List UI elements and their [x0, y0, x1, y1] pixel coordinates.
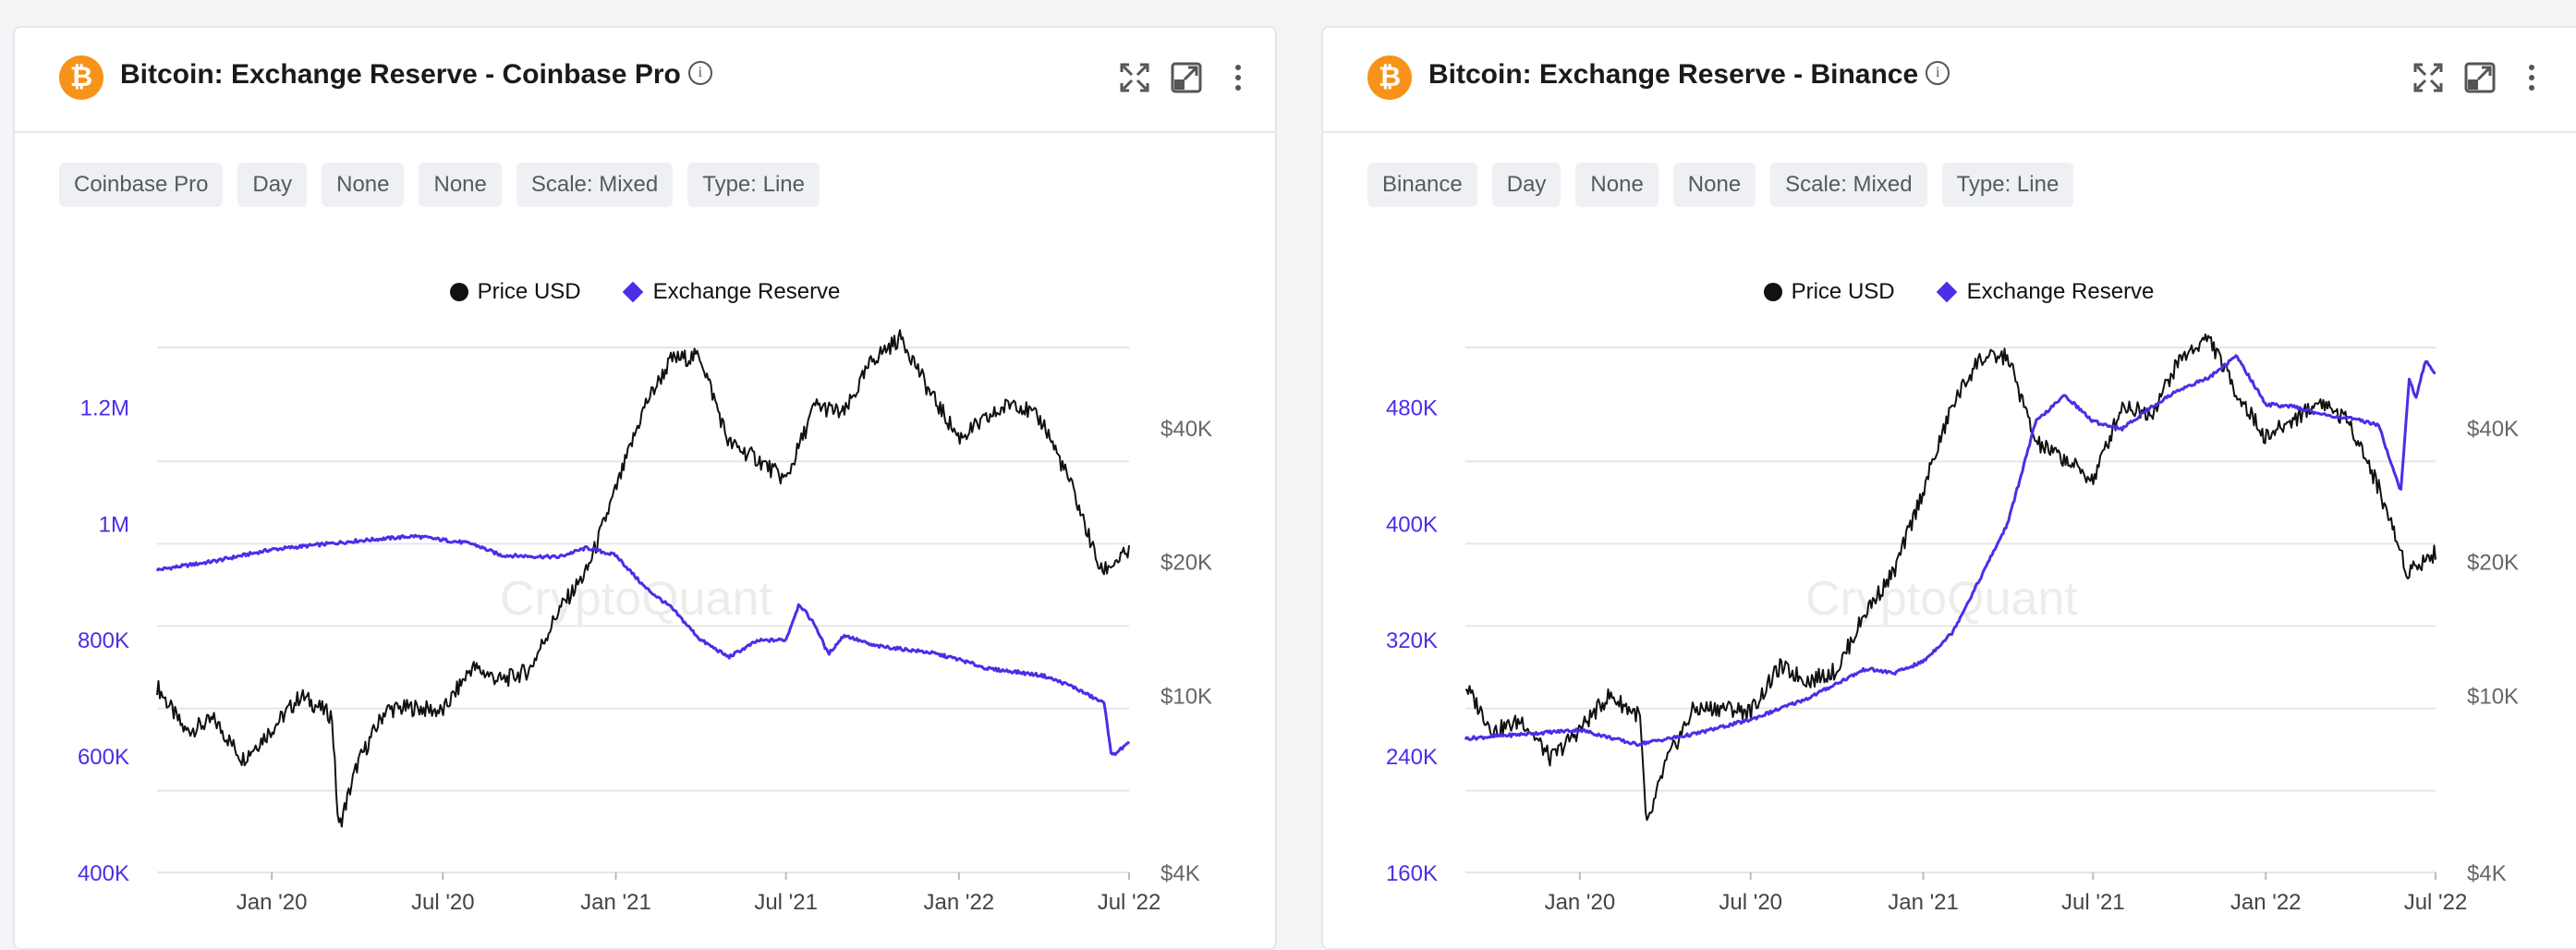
- y-right-tick-label: $20K: [2467, 551, 2519, 576]
- legend-label-reserve: Exchange Reserve: [1966, 279, 2155, 304]
- y-left-tick-label: 240K: [1386, 745, 1438, 770]
- x-tick-label: Jul '21: [2061, 890, 2125, 915]
- option-filter-2[interactable]: None: [419, 163, 502, 207]
- x-tick-label: Jan '20: [1545, 890, 1616, 915]
- y-right-tick-label: $40K: [2467, 417, 2519, 442]
- interval-filter[interactable]: Day: [1491, 163, 1561, 207]
- y-right-tick-label: $4K: [2467, 861, 2507, 886]
- y-left-tick-label: 1M: [99, 512, 129, 537]
- chart-legend: Price USD Exchange Reserve: [15, 279, 1275, 305]
- option-filter-1[interactable]: None: [1575, 163, 1659, 207]
- filter-bar: Coinbase Pro Day None None Scale: Mixed …: [59, 163, 820, 207]
- legend-label-price: Price USD: [1791, 279, 1895, 304]
- info-icon[interactable]: i: [1926, 61, 1950, 86]
- open-external-icon[interactable]: [1168, 59, 1205, 96]
- x-tick-label: Jan '22: [2230, 890, 2302, 915]
- x-tick-label: Jul '20: [411, 890, 475, 915]
- y-left-tick-label: 160K: [1386, 861, 1438, 886]
- filter-bar: Binance Day None None Scale: Mixed Type:…: [1367, 163, 2074, 207]
- legend-item-price[interactable]: Price USD: [449, 279, 581, 305]
- y-right-tick-label: $10K: [2467, 685, 2519, 710]
- exchange-filter[interactable]: Binance: [1367, 163, 1477, 207]
- legend-item-price[interactable]: Price USD: [1763, 279, 1895, 305]
- x-tick-label: Jan '20: [237, 890, 308, 915]
- y-right-tick-label: $4K: [1160, 861, 1200, 886]
- y-left-tick-label: 400K: [1386, 512, 1438, 537]
- expand-icon[interactable]: [2410, 59, 2447, 96]
- x-tick-label: Jan '21: [1888, 890, 1959, 915]
- y-left-tick-label: 1.2M: [80, 396, 129, 420]
- x-tick-label: Jul '21: [754, 890, 818, 915]
- chart-coinbase: 400K 600K 800K 1M 1.2M $4K $10K $20K $40K Jan '20…: [78, 329, 1212, 915]
- y-left-tick-label: 400K: [78, 861, 129, 886]
- legend-item-reserve[interactable]: Exchange Reserve: [1936, 279, 2155, 305]
- type-filter[interactable]: Type: Line: [1941, 163, 2074, 207]
- chart-panel-binance: ₿ Bitcoin: Exchange Reserve - Binance i B…: [1321, 26, 2576, 950]
- exchange-filter[interactable]: Coinbase Pro: [59, 163, 224, 207]
- y-right-tick-label: $10K: [1160, 685, 1212, 710]
- open-external-icon[interactable]: [2461, 59, 2498, 96]
- expand-icon[interactable]: [1116, 59, 1153, 96]
- chart-legend: Price USD Exchange Reserve: [1323, 279, 2576, 305]
- legend-label-price: Price USD: [477, 279, 581, 304]
- price-usd-line[interactable]: [1464, 333, 2436, 822]
- bitcoin-icon: ₿: [59, 55, 103, 100]
- panel-header: ₿ Bitcoin: Exchange Reserve - Coinbase P…: [15, 28, 1275, 133]
- option-filter-1[interactable]: None: [322, 163, 405, 207]
- y-right-tick-label: $20K: [1160, 551, 1212, 576]
- legend-item-reserve[interactable]: Exchange Reserve: [622, 279, 841, 305]
- exchange-reserve-line[interactable]: [155, 533, 1131, 757]
- exchange-reserve-line[interactable]: [1464, 354, 2436, 748]
- x-tick-label: Jul '22: [1098, 890, 1161, 915]
- legend-marker-price: [1763, 283, 1782, 301]
- y-right-tick-label: $40K: [1160, 417, 1212, 442]
- chart-binance: 160K 240K 320K 400K 480K $4K $10K $20K $40K Jan '…: [1386, 333, 2519, 915]
- scale-filter[interactable]: Scale: Mixed: [516, 163, 674, 207]
- x-tick-label: Jan '21: [580, 890, 651, 915]
- chart-panel-coinbase: ₿ Bitcoin: Exchange Reserve - Coinbase P…: [13, 26, 1277, 950]
- interval-filter[interactable]: Day: [237, 163, 308, 207]
- y-left-tick-label: 480K: [1386, 396, 1438, 420]
- legend-marker-price: [449, 283, 468, 301]
- panel-title-text: Bitcoin: Exchange Reserve - Binance: [1428, 59, 1919, 90]
- x-tick-label: Jul '20: [1719, 890, 1782, 915]
- x-tick-label: Jan '22: [924, 890, 995, 915]
- panel-title: Bitcoin: Exchange Reserve - Binance i: [1428, 59, 1950, 91]
- bitcoin-icon: ₿: [1367, 55, 1412, 100]
- more-options-icon[interactable]: [1220, 59, 1257, 96]
- option-filter-2[interactable]: None: [1672, 163, 1756, 207]
- y-left-tick-label: 800K: [78, 628, 129, 653]
- panel-title-text: Bitcoin: Exchange Reserve - Coinbase Pro: [120, 59, 681, 90]
- more-options-icon[interactable]: [2513, 59, 2550, 96]
- y-left-tick-label: 320K: [1386, 628, 1438, 653]
- panel-header: ₿ Bitcoin: Exchange Reserve - Binance i: [1323, 28, 2576, 133]
- x-tick-label: Jul '22: [2404, 890, 2468, 915]
- legend-label-reserve: Exchange Reserve: [652, 279, 841, 304]
- scale-filter[interactable]: Scale: Mixed: [1770, 163, 1927, 207]
- type-filter[interactable]: Type: Line: [687, 163, 820, 207]
- y-left-tick-label: 600K: [78, 745, 129, 770]
- panel-title: Bitcoin: Exchange Reserve - Coinbase Pro…: [120, 59, 712, 91]
- info-icon[interactable]: i: [687, 61, 712, 86]
- price-usd-line[interactable]: [156, 329, 1130, 828]
